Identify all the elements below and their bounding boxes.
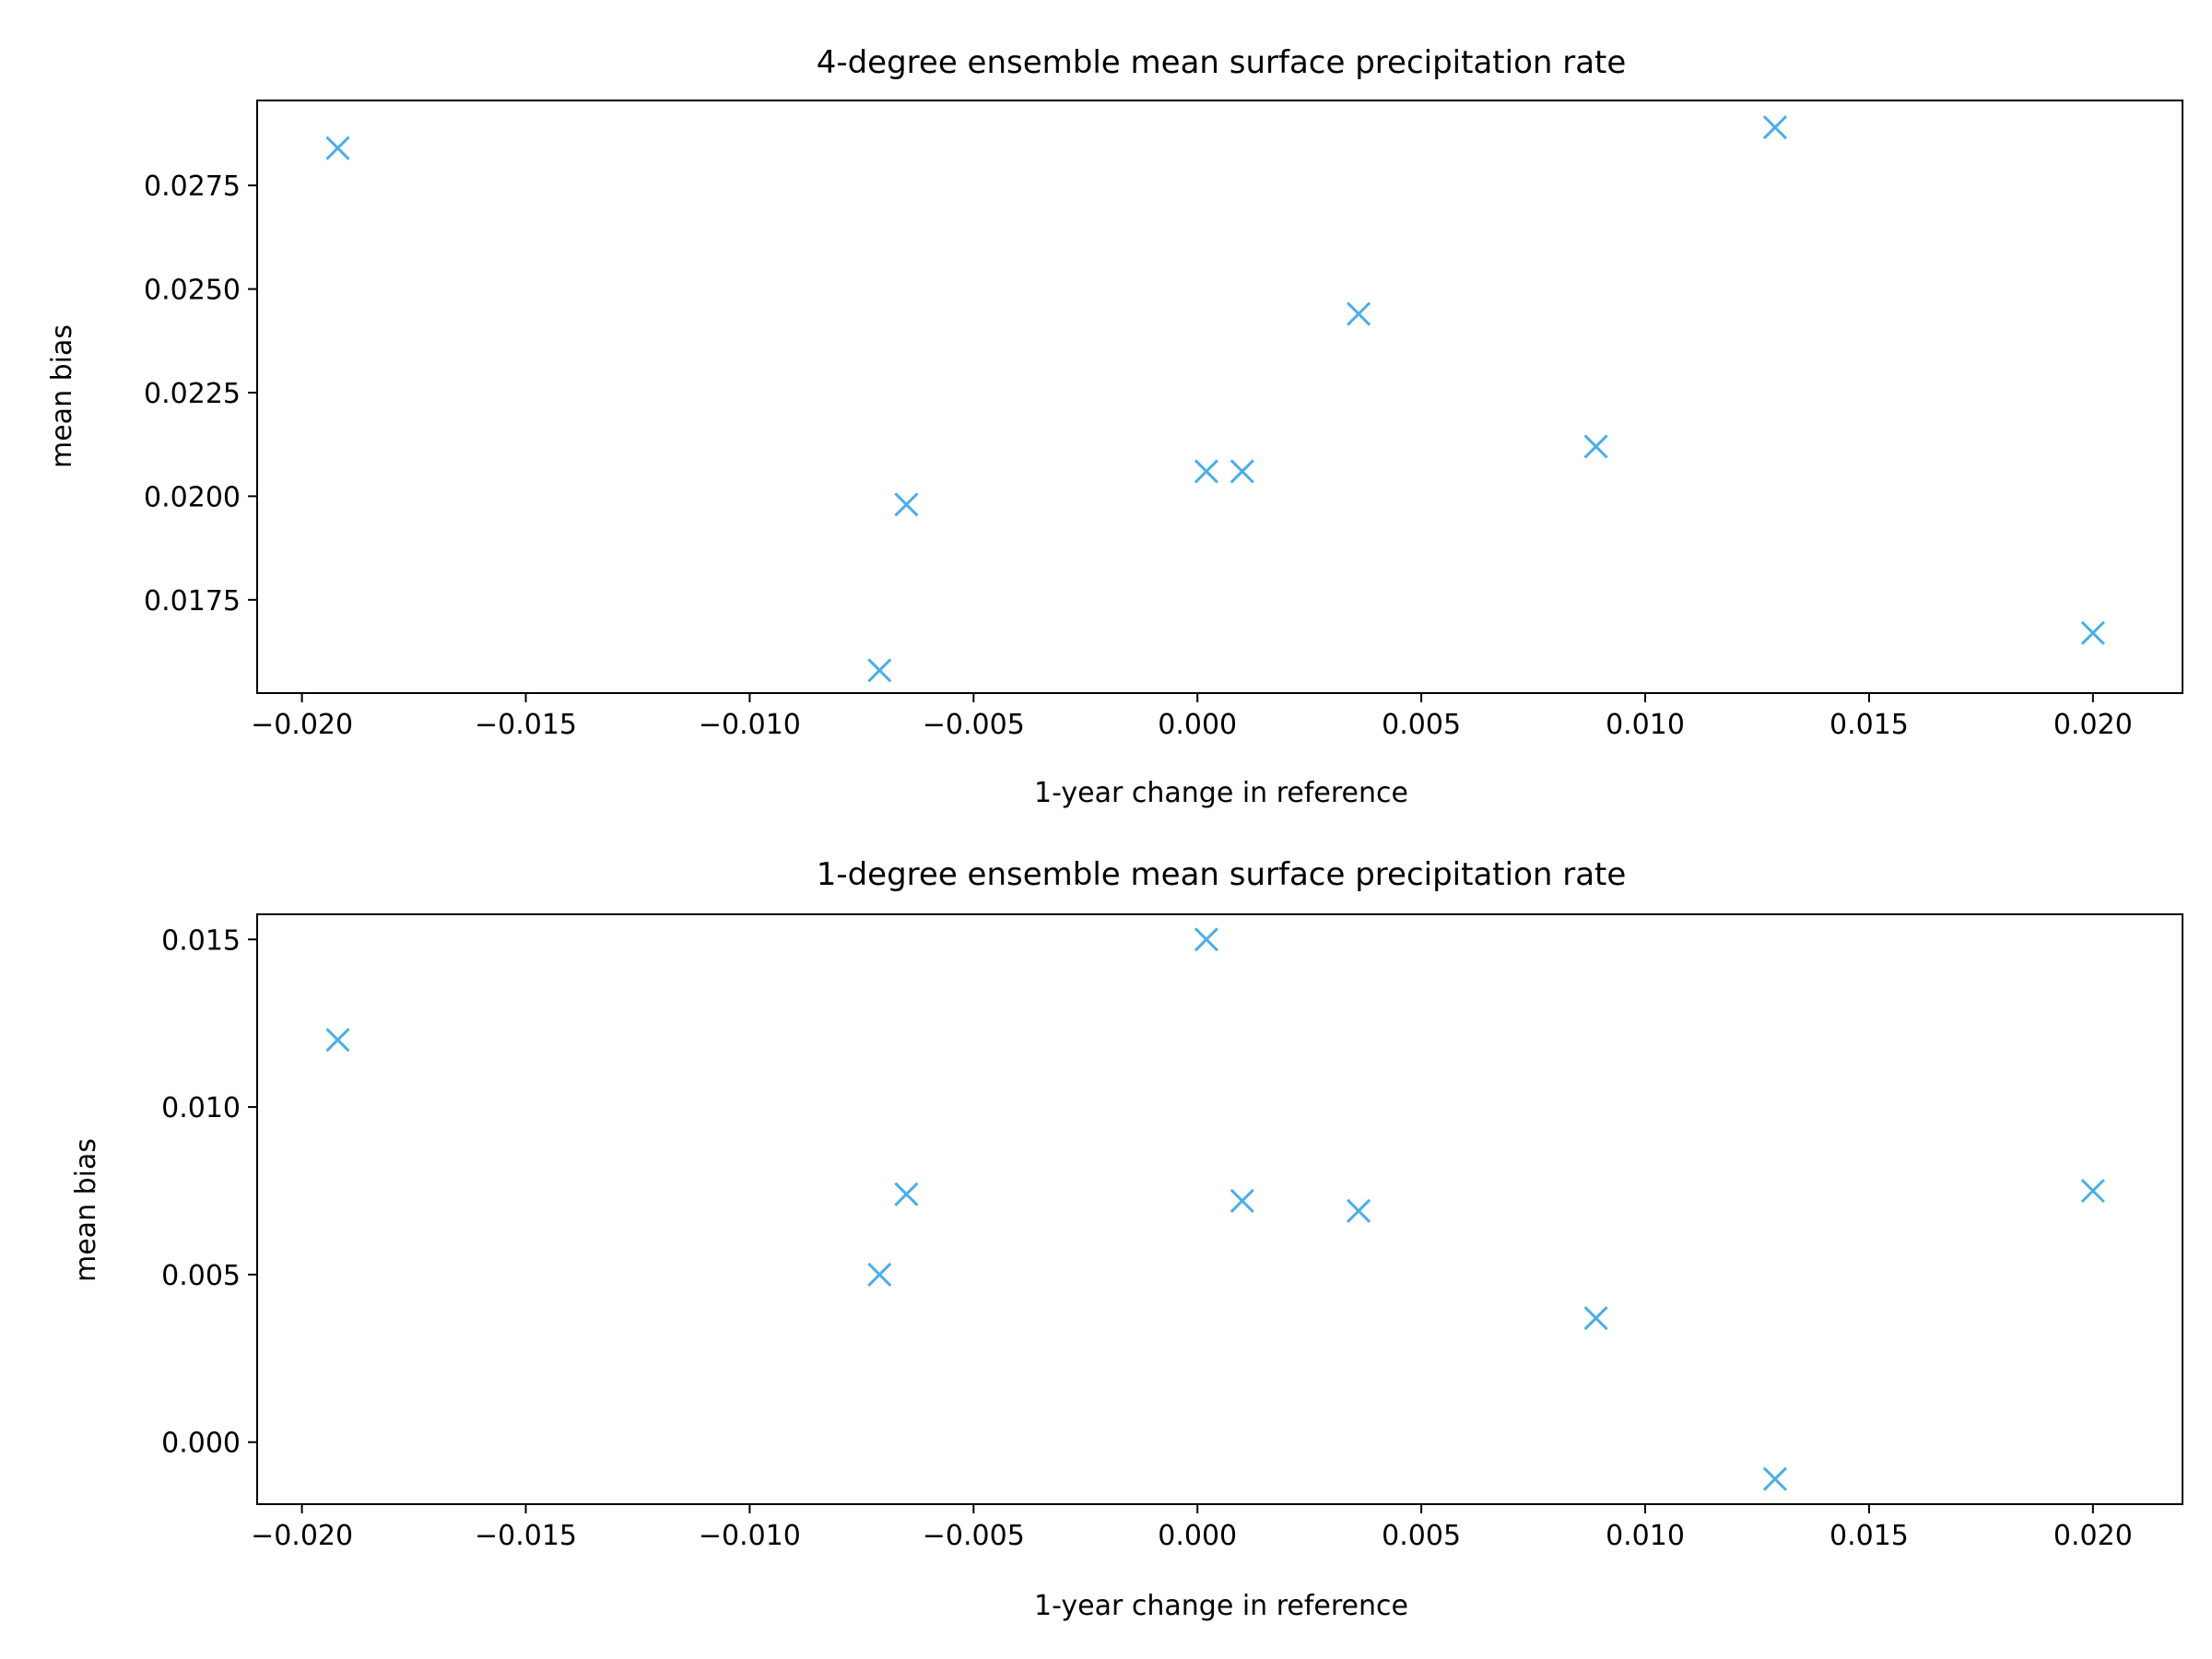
top-chart-data-point	[325, 135, 350, 160]
bottom-chart-data-point	[325, 1028, 350, 1053]
bottom-chart-x-tick-label: −0.010	[699, 1520, 801, 1552]
top-chart-x-tick-label: −0.015	[475, 709, 577, 741]
bottom-chart-title: 1-degree ensemble mean surface precipita…	[817, 856, 1627, 893]
bottom-chart-x-tick-label: −0.020	[251, 1520, 353, 1552]
bottom-chart-data-point	[1194, 927, 1218, 952]
top-chart-ticks: −0.020 −0.015 −0.010 −0.005 0.000 0.005 0.010 0…	[144, 171, 2133, 741]
bottom-chart-x-tick-label: 0.020	[2053, 1520, 2133, 1552]
bottom-chart-x-axis-label: 1-year change in reference	[1034, 1590, 1408, 1622]
top-chart-x-tick-label: −0.005	[923, 709, 1025, 741]
top-chart-x-tick-label: −0.020	[251, 709, 353, 741]
bottom-chart-x-tick-label: −0.005	[923, 1520, 1025, 1552]
bottom-chart-y-tick-label: 0.010	[161, 1092, 241, 1124]
top-chart-y-tick-label: 0.0200	[144, 481, 241, 513]
bottom-chart-y-tick-label: 0.005	[161, 1260, 241, 1292]
top-chart-x-tick-label: 0.015	[1830, 709, 1909, 741]
bottom-chart-data-point	[1583, 1306, 1608, 1331]
top-chart-y-tick-label: 0.0275	[144, 171, 241, 203]
top-chart-x-tick-label: −0.010	[699, 709, 801, 741]
bottom-chart-panel: 1-degree ensemble mean surface precipita…	[70, 856, 2183, 1622]
bottom-chart-x-tick-label: 0.010	[1606, 1520, 1685, 1552]
bottom-chart-x-tick-label: 0.000	[1158, 1520, 1237, 1552]
bottom-chart-ticks: −0.020 −0.015 −0.010 −0.005 0.000 0.005 0.010 0…	[161, 924, 2133, 1552]
bottom-chart-points	[325, 927, 2105, 1491]
top-chart-title: 4-degree ensemble mean surface precipita…	[817, 44, 1627, 81]
bottom-chart-data-point	[1230, 1188, 1254, 1213]
bottom-chart-data-point	[1347, 1198, 1371, 1223]
top-chart-x-tick-label: 0.020	[2053, 709, 2133, 741]
top-chart-data-point	[867, 658, 892, 683]
top-chart-x-tick-label: 0.010	[1606, 709, 1685, 741]
top-chart-points	[325, 115, 2105, 683]
bottom-chart-x-tick-label: 0.005	[1382, 1520, 1461, 1552]
top-chart-y-tick-label: 0.0225	[144, 378, 241, 410]
bottom-chart-data-point	[867, 1262, 892, 1287]
top-chart-x-axis-label: 1-year change in reference	[1034, 777, 1408, 809]
top-chart-data-point	[1194, 459, 1218, 484]
bottom-chart-y-tick-label: 0.015	[161, 924, 241, 957]
bottom-chart-data-point	[2080, 1178, 2105, 1204]
bottom-chart-x-tick-label: 0.015	[1830, 1520, 1909, 1552]
top-chart-panel: 4-degree ensemble mean surface precipita…	[46, 44, 2183, 809]
top-chart-y-tick-label: 0.0250	[144, 275, 241, 307]
top-chart-data-point	[1762, 115, 1787, 140]
top-chart-data-point	[894, 492, 919, 517]
bottom-chart-y-axis-label: mean bias	[70, 1138, 102, 1282]
top-chart-data-point	[1347, 301, 1371, 326]
top-chart-y-tick-label: 0.0175	[144, 585, 241, 618]
bottom-chart-plot-frame	[256, 913, 2183, 1505]
top-chart-x-tick-label: 0.000	[1158, 709, 1237, 741]
top-chart-data-point	[1230, 459, 1254, 484]
top-chart-data-point	[1583, 434, 1608, 459]
top-chart-y-axis-label: mean bias	[46, 324, 78, 468]
bottom-chart-data-point	[1762, 1466, 1787, 1491]
bottom-chart-y-tick-label: 0.000	[161, 1428, 241, 1460]
top-chart-data-point	[2080, 620, 2105, 645]
bottom-chart-x-tick-label: −0.015	[475, 1520, 577, 1552]
bottom-chart-data-point	[894, 1182, 919, 1206]
top-chart-x-tick-label: 0.005	[1382, 709, 1461, 741]
top-chart-plot-frame	[256, 100, 2183, 694]
